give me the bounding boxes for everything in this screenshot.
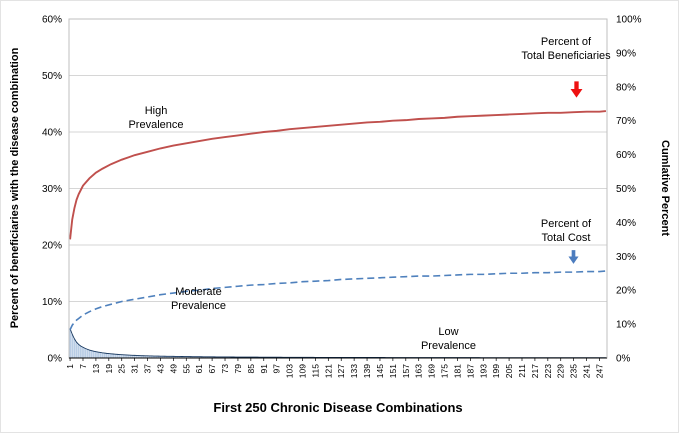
svg-text:169: 169: [427, 364, 437, 378]
svg-text:49: 49: [168, 364, 178, 374]
svg-text:40%: 40%: [42, 128, 62, 139]
annotation-percent-total-cost: Percent of Total Cost: [540, 218, 592, 245]
svg-text:13: 13: [91, 364, 101, 374]
svg-text:73: 73: [220, 364, 230, 374]
red-down-arrow-icon: [570, 81, 583, 103]
svg-text:109: 109: [297, 364, 307, 378]
svg-text:235: 235: [569, 364, 579, 378]
svg-text:19: 19: [104, 364, 114, 374]
svg-text:79: 79: [233, 364, 243, 374]
svg-text:0%: 0%: [616, 354, 631, 365]
svg-text:61: 61: [194, 364, 204, 374]
x-axis-title: First 250 Chronic Disease Combinations: [213, 400, 463, 415]
svg-text:60%: 60%: [616, 150, 636, 161]
svg-text:90%: 90%: [616, 48, 636, 59]
svg-text:223: 223: [543, 364, 553, 378]
annotation-percent-total-beneficiaries: Percent of Total Beneficiaries: [521, 36, 611, 63]
svg-text:127: 127: [336, 364, 346, 378]
svg-text:25: 25: [117, 364, 127, 374]
svg-text:121: 121: [323, 364, 333, 378]
svg-text:133: 133: [349, 364, 359, 378]
svg-text:247: 247: [594, 364, 604, 378]
svg-text:217: 217: [530, 364, 540, 378]
svg-text:181: 181: [452, 364, 462, 378]
svg-text:85: 85: [246, 364, 256, 374]
svg-text:199: 199: [491, 364, 501, 378]
svg-text:175: 175: [440, 364, 450, 378]
svg-text:163: 163: [414, 364, 424, 378]
svg-text:139: 139: [362, 364, 372, 378]
svg-text:145: 145: [375, 364, 385, 378]
svg-text:0%: 0%: [48, 354, 63, 365]
svg-text:151: 151: [388, 364, 398, 378]
svg-text:187: 187: [465, 364, 475, 378]
svg-text:80%: 80%: [616, 82, 636, 93]
svg-text:30%: 30%: [616, 252, 636, 263]
svg-text:55: 55: [181, 364, 191, 374]
annotation-low-prevalence: Low Prevalence: [420, 326, 477, 353]
svg-text:211: 211: [517, 364, 527, 378]
svg-text:193: 193: [478, 364, 488, 378]
svg-text:60%: 60%: [42, 15, 62, 26]
svg-text:31: 31: [130, 364, 140, 374]
svg-text:157: 157: [401, 364, 411, 378]
svg-text:30%: 30%: [42, 184, 62, 195]
y-axis-right-title: Cumlative Percent: [659, 140, 671, 236]
annotation-moderate-prevalence: Moderate Prevalence: [170, 286, 227, 313]
svg-text:43: 43: [155, 364, 165, 374]
svg-text:115: 115: [310, 364, 320, 378]
svg-text:40%: 40%: [616, 218, 636, 229]
svg-text:20%: 20%: [616, 286, 636, 297]
svg-text:91: 91: [259, 364, 269, 374]
svg-text:10%: 10%: [42, 297, 62, 308]
svg-text:205: 205: [504, 364, 514, 378]
svg-text:1: 1: [65, 364, 75, 369]
svg-text:50%: 50%: [616, 184, 636, 195]
svg-text:70%: 70%: [616, 116, 636, 127]
svg-text:50%: 50%: [42, 71, 62, 82]
svg-text:103: 103: [285, 364, 295, 378]
blue-down-arrow-icon: [568, 250, 579, 269]
svg-text:241: 241: [582, 364, 592, 378]
svg-text:67: 67: [207, 364, 217, 374]
svg-text:7: 7: [78, 364, 88, 369]
svg-text:20%: 20%: [42, 241, 62, 252]
svg-text:229: 229: [556, 364, 566, 378]
y-axis-left-title: Percent of beneficiaries with the diseas…: [9, 47, 21, 329]
annotation-high-prevalence: High Prevalence: [128, 105, 184, 132]
svg-text:100%: 100%: [616, 15, 642, 26]
svg-text:97: 97: [272, 364, 282, 374]
svg-text:10%: 10%: [616, 320, 636, 331]
svg-text:37: 37: [143, 364, 153, 374]
